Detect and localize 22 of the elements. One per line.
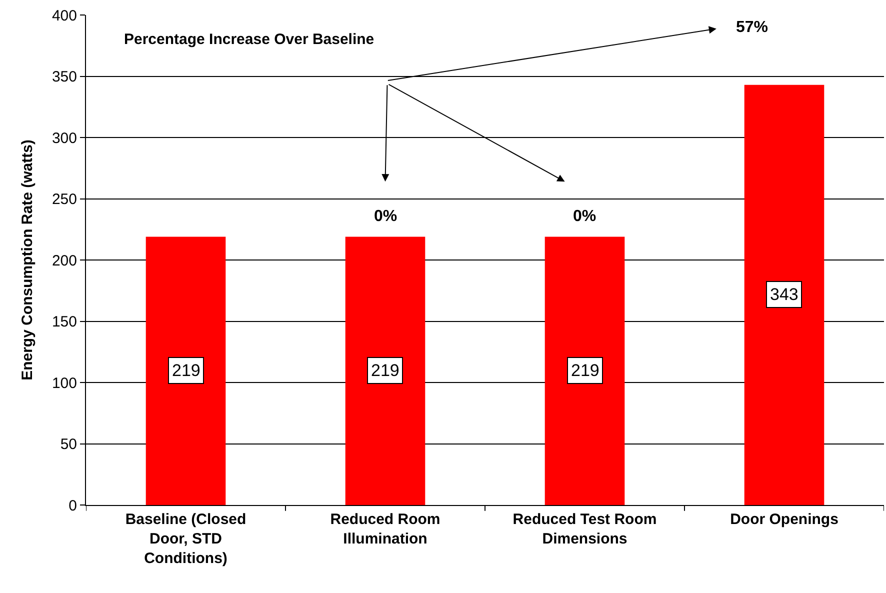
y-tick-label: 350	[52, 68, 77, 86]
x-tick-label: Door Openings	[730, 511, 838, 528]
annotation: Percentage Increase Over Baseline	[124, 31, 374, 48]
data-label: 219	[571, 361, 600, 380]
y-tick-label: 250	[52, 191, 77, 208]
y-tick-label: 150	[52, 314, 77, 330]
annotation: 57%	[736, 19, 768, 36]
annotation: 0%	[374, 208, 398, 225]
x-tick-label: Baseline (Closed Door, STD Conditions)	[125, 511, 246, 567]
y-tick-label: 400	[52, 7, 77, 24]
data-label: 219	[371, 361, 400, 380]
data-label: 343	[770, 285, 798, 304]
y-axis-title: Energy Consumption Rate (watts)	[19, 140, 36, 380]
annotation: 0%	[573, 208, 596, 225]
y-tick-label: 100	[52, 374, 77, 392]
y-tick-label: 50	[60, 436, 77, 453]
y-tick-label: 0	[68, 497, 77, 514]
data-label: 219	[172, 361, 200, 380]
y-tick-label: 300	[52, 130, 77, 147]
x-tick-label: Reduced Test Room Dimensions	[512, 511, 657, 548]
y-tick-label: 200	[52, 252, 77, 270]
x-tick-label: Reduced Room Illumination	[330, 511, 440, 548]
